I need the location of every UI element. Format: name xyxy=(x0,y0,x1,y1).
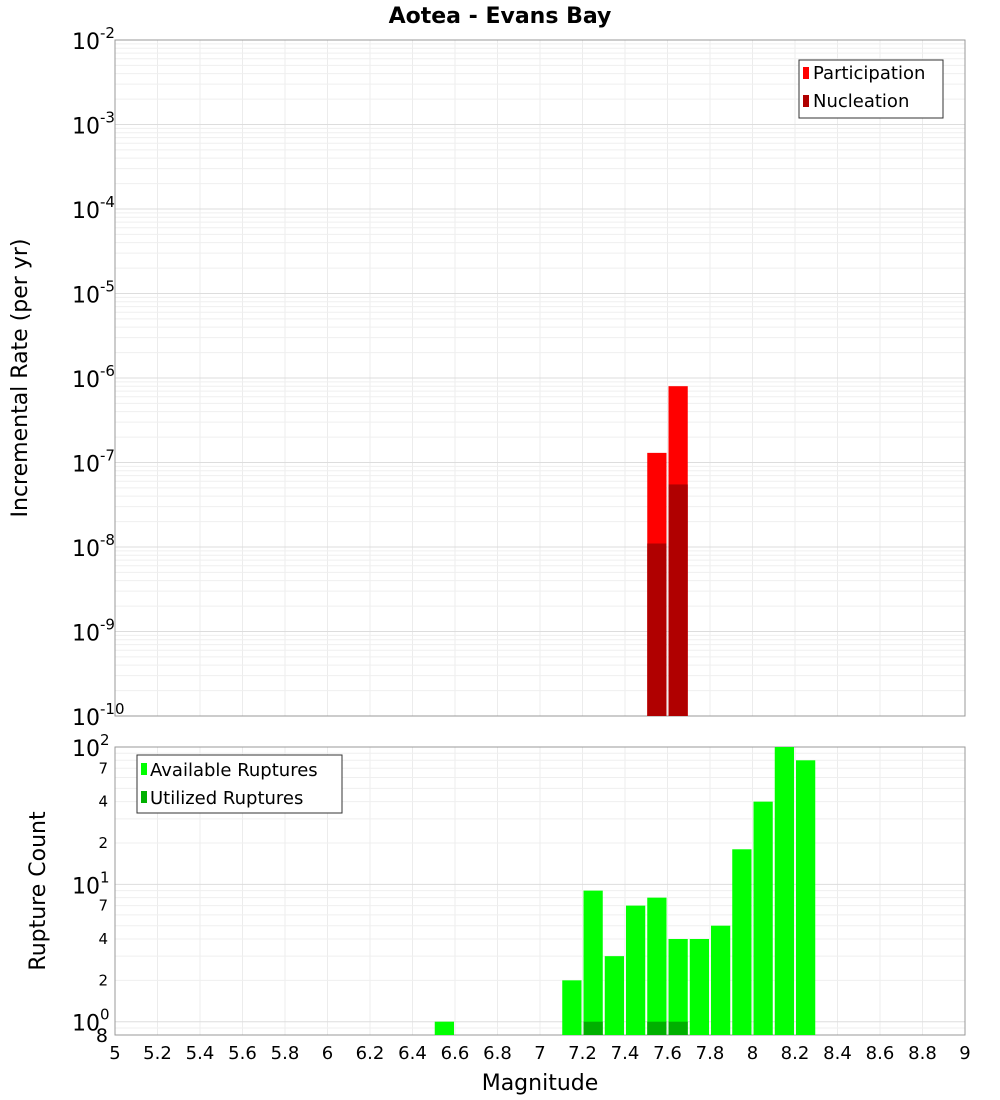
x-tick-label: 9 xyxy=(959,1043,970,1064)
x-tick-label: 5.2 xyxy=(143,1043,172,1064)
bottom-y-minor-tick-label: 7 xyxy=(98,759,108,777)
x-tick-label: 8 xyxy=(747,1043,758,1064)
bottom-y-tick-label: 102 xyxy=(72,731,110,762)
bottom-y-minor-tick-label: 7 xyxy=(98,897,108,915)
available-ruptures-bar xyxy=(689,939,709,1035)
legend-label-utilized: Utilized Ruptures xyxy=(150,788,303,809)
top-y-tick-label: 10-3 xyxy=(72,109,115,140)
available-ruptures-bar xyxy=(711,925,731,1035)
available-ruptures-bar xyxy=(796,760,816,1035)
nucleation-bar xyxy=(668,484,688,716)
top-y-tick-label: 10-6 xyxy=(72,362,115,393)
legend-label-available: Available Ruptures xyxy=(150,760,318,781)
x-tick-label: 6.4 xyxy=(398,1043,427,1064)
bottom-y-minor-tick-label: 4 xyxy=(98,930,108,948)
x-tick-label: 7.4 xyxy=(611,1043,640,1064)
x-tick-label: 7.6 xyxy=(653,1043,682,1064)
x-tick-label: 6 xyxy=(322,1043,333,1064)
x-tick-label: 5.6 xyxy=(228,1043,257,1064)
top-y-axis-label: Incremental Rate (per yr) xyxy=(8,239,33,518)
top-y-tick-label: 10-4 xyxy=(72,193,115,224)
bottom-plot-bars xyxy=(434,747,816,1035)
top-plot-grid xyxy=(114,40,966,717)
top-y-tick-label: 10-5 xyxy=(72,278,115,309)
bottom-y-tick-label: 100 xyxy=(72,1006,110,1037)
x-tick-label: 6.2 xyxy=(356,1043,385,1064)
x-tick-label: 6.8 xyxy=(483,1043,512,1064)
x-tick-label: 7 xyxy=(534,1043,545,1064)
x-tick-label: 5.4 xyxy=(186,1043,215,1064)
top-plot-bars xyxy=(647,386,688,716)
legend-swatch-participation xyxy=(803,67,809,79)
available-ruptures-bar xyxy=(647,897,667,1035)
bottom-y-minor-tick-label: 2 xyxy=(98,971,108,989)
x-tick-label: 7.2 xyxy=(568,1043,597,1064)
top-y-tick-label: 10-7 xyxy=(72,447,115,478)
x-tick-label: 8.4 xyxy=(823,1043,852,1064)
x-tick-label: 8.8 xyxy=(908,1043,937,1064)
x-tick-label: 6.6 xyxy=(441,1043,470,1064)
x-tick-label: 7.8 xyxy=(696,1043,725,1064)
x-tick-label: 8.2 xyxy=(781,1043,810,1064)
utilized-ruptures-bar xyxy=(668,1021,688,1035)
legend-swatch-available xyxy=(141,763,147,775)
legend-swatch-nucleation xyxy=(803,95,809,107)
available-ruptures-bar xyxy=(604,956,624,1035)
bottom-y-axis-label: Rupture Count xyxy=(26,811,51,971)
top-y-tick-label: 10-8 xyxy=(72,531,115,562)
x-axis-label: Magnitude xyxy=(482,1071,599,1096)
top-legend: Participation Nucleation xyxy=(798,59,944,119)
available-ruptures-bar xyxy=(774,747,794,1035)
legend-label-nucleation: Nucleation xyxy=(813,91,909,112)
available-ruptures-bar xyxy=(434,1021,454,1035)
utilized-ruptures-bar xyxy=(583,1021,603,1035)
x-tick-label: 5 xyxy=(109,1043,120,1064)
bottom-y-tick-label: 101 xyxy=(72,868,110,899)
bottom-y-minor-tick-label: 4 xyxy=(98,793,108,811)
available-ruptures-bar xyxy=(583,890,603,1035)
top-y-tick-labels: 10-10 10-9 10-8 10-7 10-6 10-5 10-4 10-3 10-2 xyxy=(72,24,125,731)
nucleation-bar xyxy=(647,543,667,716)
bottom-y-tick-labels: 100 101 102 8 2 4 7 2 4 7 xyxy=(72,731,110,1047)
top-plot-area xyxy=(114,39,966,717)
available-ruptures-bar xyxy=(732,849,752,1035)
available-ruptures-bar xyxy=(668,939,688,1035)
top-y-tick-label: 10-10 xyxy=(72,700,125,731)
legend-label-participation: Participation xyxy=(813,63,925,84)
bottom-y-minor-tick-label: 2 xyxy=(98,834,108,852)
chart-title: Aotea - Evans Bay xyxy=(389,4,612,29)
top-y-tick-label: 10-2 xyxy=(72,24,115,55)
x-tick-labels: 5 5.2 5.4 5.6 5.8 6 6.2 6.4 6.6 6.8 7 7.2 7.4 7.6 7.8 8… xyxy=(109,1043,970,1064)
x-tick-label: 5.8 xyxy=(271,1043,300,1064)
bottom-legend: Available Ruptures Utilized Ruptures xyxy=(136,754,343,814)
legend-swatch-utilized xyxy=(141,791,147,803)
utilized-ruptures-bar xyxy=(647,1021,667,1035)
bottom-plot-area xyxy=(114,746,966,1036)
available-ruptures-bar xyxy=(626,905,646,1035)
available-ruptures-bar xyxy=(753,801,773,1035)
available-ruptures-bar xyxy=(562,980,582,1035)
top-y-tick-label: 10-9 xyxy=(72,616,115,647)
bottom-y-minor-tick-label: 8 xyxy=(96,1025,108,1047)
x-tick-label: 8.6 xyxy=(866,1043,895,1064)
